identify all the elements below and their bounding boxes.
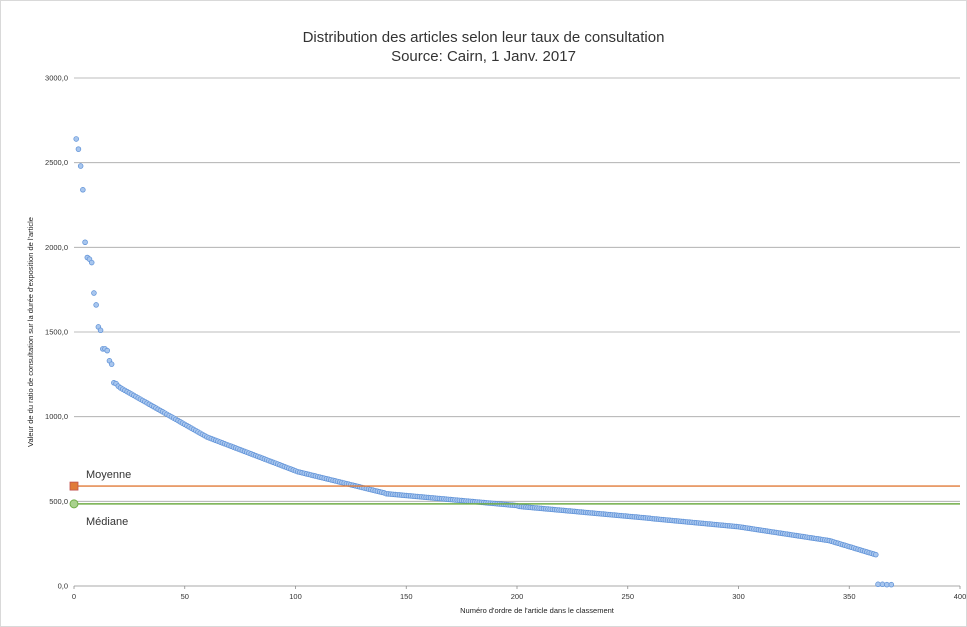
data-point [104, 347, 110, 354]
data-point [879, 581, 886, 588]
x-tick-label: 350 [843, 592, 856, 601]
y-tick-label: 500,0 [49, 497, 68, 506]
x-tick-label: 150 [400, 592, 413, 601]
moyenne-marker [69, 481, 79, 491]
data-point [97, 327, 104, 334]
x-tick-label: 250 [621, 592, 634, 601]
y-tick-label: 1000,0 [45, 412, 68, 421]
x-tick-label: 100 [289, 592, 302, 601]
data-point [73, 136, 79, 142]
data-point [888, 581, 895, 588]
x-axis-ticks: 0 50 100 150 200 250 300 350 400 [72, 586, 966, 601]
mediane-marker [69, 499, 79, 509]
data-point [82, 239, 88, 246]
x-tick-label: 200 [511, 592, 524, 601]
chart-subtitle: Source: Cairn, 1 Janv. 2017 [391, 48, 576, 65]
reference-lines: Moyenne Médiane [69, 469, 960, 528]
data-points [73, 136, 895, 588]
y-tick-label: 1500,0 [45, 328, 68, 337]
chart-title: Distribution des articles selon leur tau… [302, 29, 665, 46]
x-axis-label: Numéro d'ordre de l'article dans le clas… [460, 606, 615, 615]
y-tick-label: 2000,0 [45, 243, 68, 252]
y-axis-label: Valeur de du ratio de consultation sur l… [26, 217, 35, 447]
x-tick-label: 0 [72, 592, 76, 601]
y-tick-label: 0,0 [58, 582, 68, 591]
data-point [91, 290, 97, 296]
x-tick-label: 300 [732, 592, 745, 601]
data-point [88, 259, 95, 266]
y-axis-ticks: 0,0 500,0 1000,0 1500,0 2000,0 2500,0 3000,0 [45, 74, 68, 591]
data-point [77, 163, 84, 169]
x-tick-label: 400 [954, 592, 967, 601]
data-point [873, 551, 879, 558]
data-point [93, 302, 99, 308]
data-point [80, 187, 86, 193]
y-tick-label: 3000,0 [45, 74, 68, 83]
x-tick-label: 50 [181, 592, 189, 601]
moyenne-label: Moyenne [86, 469, 131, 481]
data-point [108, 361, 115, 367]
gridlines [74, 77, 960, 587]
y-tick-label: 2500,0 [45, 158, 68, 167]
data-point [75, 146, 82, 152]
mediane-label: Médiane [86, 516, 128, 528]
